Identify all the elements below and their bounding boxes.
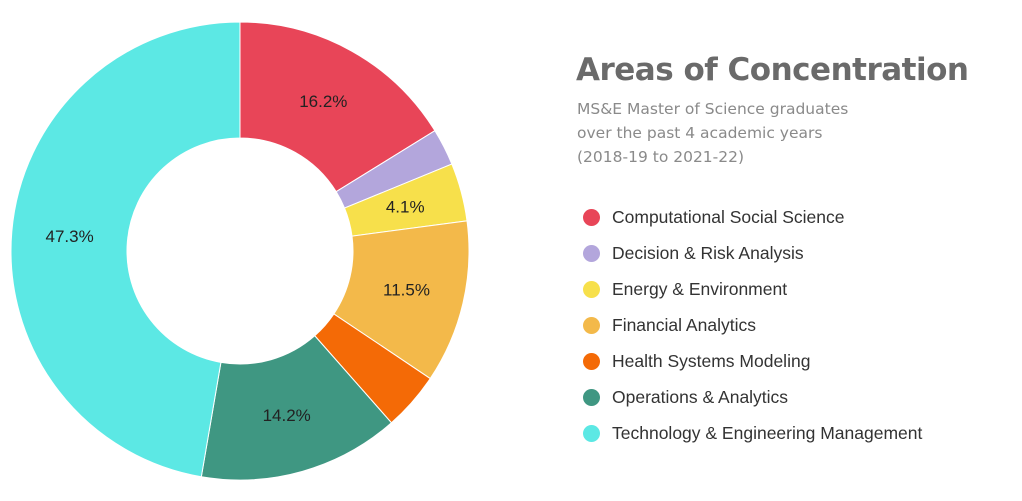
legend-swatch [583,208,600,226]
slice-operations-analytics [200,335,393,481]
subtitle-line: (2018-19 to 2021-22) [577,148,745,166]
slice-computational-social-science [239,21,436,193]
legend-item-operations-analytics: Operations & Analytics [583,379,922,415]
legend-label: Computational Social Science [612,206,845,227]
legend-item-financial-analytics: Financial Analytics [583,307,922,343]
legend-swatch [583,352,600,370]
slice-label-financial-analytics: 11.5% [383,280,430,299]
chart-legend: Computational Social Science Decision & … [583,199,922,451]
chart-subtitle: MS&E Master of Science graduates over th… [577,97,848,169]
donut-chart: 16.2% 4.1% 11.5% 14.2% 47.3% [10,21,470,481]
legend-swatch [583,316,600,334]
subtitle-line: MS&E Master of Science graduates [577,100,849,118]
slice-label-technology-engineering-management: 47.3% [46,227,94,246]
legend-item-computational-social-science: Computational Social Science [583,199,922,235]
legend-label: Decision & Risk Analysis [612,242,804,263]
slice-label-energy-environment: 4.1% [386,197,425,216]
legend-label: Technology & Engineering Management [612,422,923,443]
legend-swatch [583,424,600,442]
subtitle-line: over the past 4 academic years [577,124,823,142]
legend-swatch [583,280,600,298]
legend-label: Health Systems Modeling [612,350,811,371]
legend-label: Operations & Analytics [612,386,789,407]
legend-item-health-systems-modeling: Health Systems Modeling [583,343,922,379]
legend-item-energy-environment: Energy & Environment [583,271,922,307]
legend-label: Energy & Environment [612,278,788,299]
slice-label-operations-analytics: 14.2% [263,406,311,425]
legend-swatch [583,244,600,262]
legend-item-technology-engineering-management: Technology & Engineering Management [583,415,922,451]
slice-label-computational-social-science: 16.2% [299,92,347,111]
slice-technology-engineering-management [10,21,241,478]
legend-label: Financial Analytics [612,314,756,335]
legend-swatch [583,388,600,406]
donut-slice-labels: 16.2% 4.1% 11.5% 14.2% 47.3% [46,92,430,425]
donut-slices [10,21,470,481]
chart-title: Areas of Concentration [576,52,969,88]
legend-item-decision-risk-analysis: Decision & Risk Analysis [583,235,922,271]
